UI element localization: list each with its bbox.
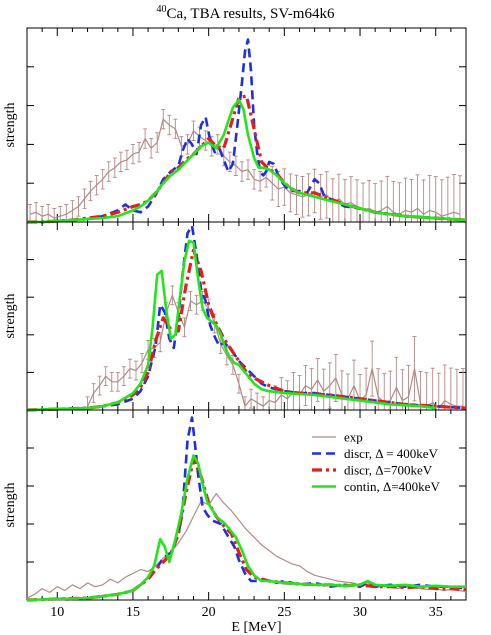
legend-label-exp: exp (344, 430, 363, 445)
y-axis-label-2: strength (3, 293, 18, 338)
series-exp-panel-3 (26, 493, 467, 599)
legend-label-discr400: discr, Δ = 400keV (344, 446, 438, 461)
series-discr400-panel-2 (26, 224, 467, 412)
series-discr700-panel-1 (27, 94, 467, 224)
series-discr400-panel-3 (26, 416, 467, 602)
x-tick-label: 30 (353, 605, 367, 620)
series-exp-panel-1 (29, 118, 461, 219)
series-contin-panel-3 (26, 454, 466, 602)
series-contin-panel-2 (26, 239, 436, 412)
legend-label-discr700: discr, Δ=700keV (344, 463, 433, 478)
title-superscript: 40 (156, 4, 167, 15)
legend-label-contin: contin, Δ=400keV (344, 479, 440, 494)
x-tick-label: 35 (429, 605, 443, 620)
x-tick-label: 10 (50, 605, 64, 620)
series-discr700-panel-2 (26, 248, 467, 412)
panel-frame-3 (26, 409, 467, 601)
x-tick-label: 25 (277, 605, 291, 620)
y-axis-label-1: strength (3, 102, 18, 147)
x-tick-label: 15 (126, 605, 140, 620)
x-axis-label: E [MeV] (231, 620, 281, 635)
series-contin-panel-1 (27, 98, 467, 224)
title-text: Ca, TBA results, SV-m64k6 (166, 6, 335, 22)
x-tick-label: 20 (202, 605, 216, 620)
panel-frame-2 (26, 221, 467, 411)
y-axis-label-3: strength (3, 482, 18, 527)
chart-title: 40Ca, TBA results, SV-m64k6 (0, 4, 491, 23)
